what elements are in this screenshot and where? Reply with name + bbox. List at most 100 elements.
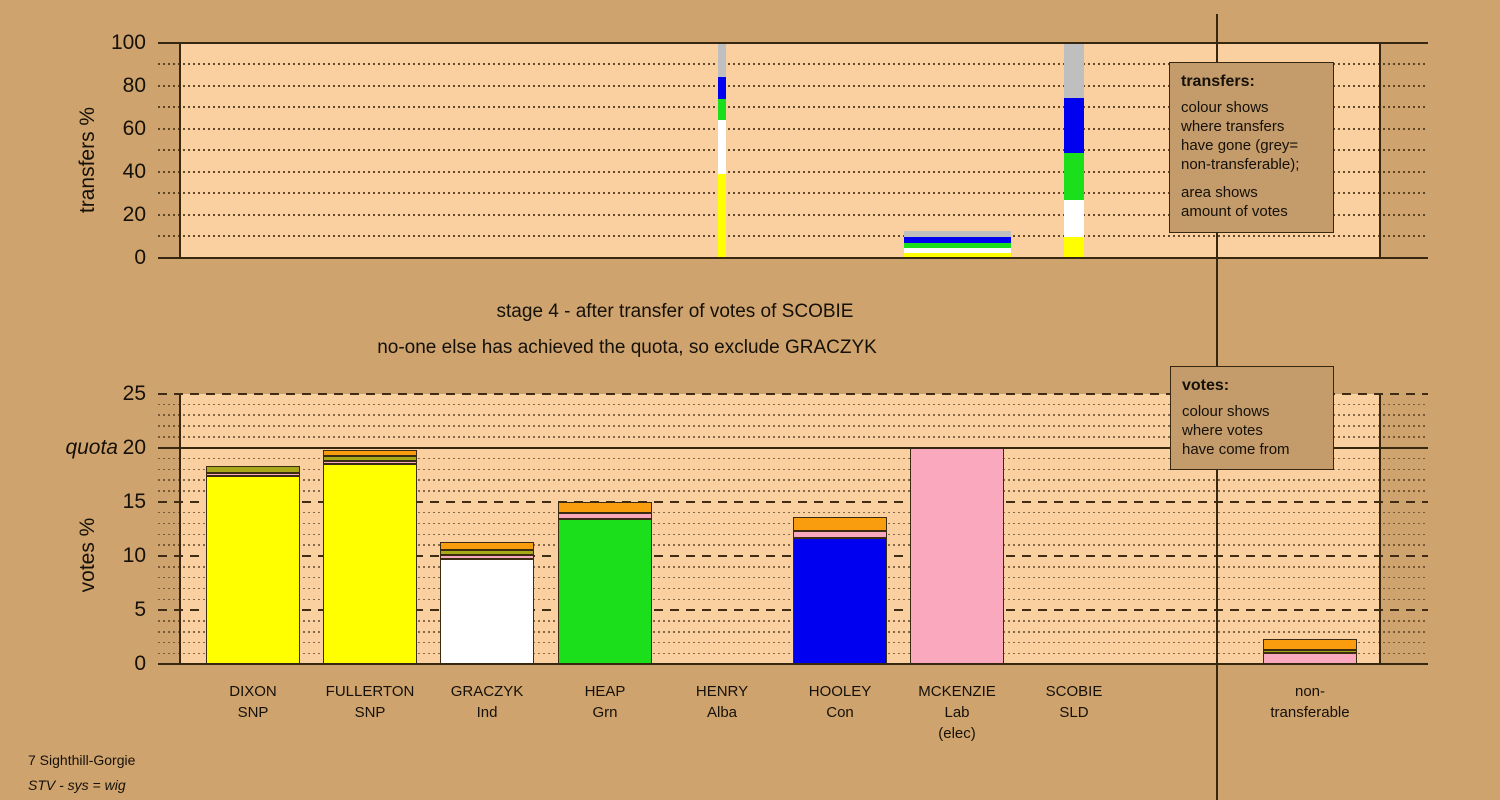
transfers-tick-0: 0	[134, 245, 146, 269]
candidate-label-GRACZYK: GRACZYK Ind	[451, 681, 524, 723]
candidate-party: SLD	[1059, 704, 1089, 721]
system-label: STV - sys = wig	[28, 777, 126, 793]
gridline-minor-17	[158, 479, 1428, 481]
candidate-name: SCOBIE	[1045, 683, 1103, 700]
vote-bar-segment-orange	[323, 449, 417, 456]
votes-left-border	[179, 393, 181, 665]
transfer-bar-segment-grey	[1064, 43, 1084, 99]
transfers-right-border	[1379, 43, 1381, 258]
transfer-bar-segment-blue	[718, 77, 726, 99]
candidate-label-MCKENZIE: MCKENZIE Lab (elec)	[918, 681, 996, 744]
vote-bar-segment-olive	[323, 455, 417, 461]
vote-bar-segment-green	[558, 519, 652, 665]
vote-bar-segment-blue	[793, 537, 887, 665]
votes-tick-5: 5	[134, 598, 146, 622]
gridline-30	[158, 192, 1428, 195]
gridline-minor-22	[158, 425, 1428, 427]
candidate-label-SCOBIE: SCOBIE SLD	[1046, 681, 1103, 723]
transfers-top-axis	[158, 42, 1428, 44]
votes-tick-15: 15	[122, 489, 146, 513]
transfers-tick-100: 100	[110, 31, 146, 54]
stage-title: stage 4 - after transfer of votes of SCO…	[496, 301, 854, 322]
candidate-name: FULLERTON	[325, 683, 415, 700]
quota-label: quota	[65, 436, 118, 459]
transfer-bar-segment-white	[1064, 200, 1084, 237]
vote-bar-segment-pink	[323, 460, 417, 464]
vote-bar-segment-pink	[440, 555, 534, 560]
candidate-name: HENRY	[695, 683, 749, 700]
candidate-party: Lab	[944, 704, 970, 721]
candidate-name: GRACZYK	[450, 683, 524, 700]
candidate-label-FULLERTON: FULLERTON SNP	[326, 681, 415, 723]
gridline-minor-18	[158, 468, 1428, 471]
gridline-80	[158, 84, 1428, 87]
transfer-bar-segment-white	[903, 248, 1011, 253]
candidate-name: non-	[1294, 683, 1326, 700]
gridline-minor-16	[158, 490, 1428, 492]
vote-bar-segment-pink	[206, 473, 300, 477]
gridline-10	[158, 235, 1428, 238]
gridline-minor-14	[158, 511, 1428, 514]
votes-right-border	[1379, 393, 1381, 665]
votes-tick-20: 20	[122, 435, 146, 459]
votes-legend-body1: colour shows where votes have come from	[1182, 403, 1290, 458]
transfer-bar-segment-yellow	[1064, 236, 1084, 258]
candidate-party: Alba	[706, 704, 738, 721]
vote-bar-segment-white	[440, 559, 534, 665]
vote-bar-segment-orange	[440, 541, 534, 550]
vote-bar-segment-pink	[910, 447, 1004, 665]
vote-bar-segment-olive	[1263, 650, 1357, 654]
votes-tick-10: 10	[122, 543, 146, 567]
candidate-party: SNP	[354, 704, 386, 721]
gridline-minor-19	[158, 457, 1428, 460]
vote-bar-segment-orange	[558, 501, 652, 513]
gridline-minor-21	[158, 436, 1428, 438]
transfer-bar-segment-white	[718, 120, 726, 174]
votes-tick-0: 0	[134, 652, 146, 676]
vote-bar-segment-olive	[206, 466, 300, 474]
transfer-bar-segment-yellow	[903, 252, 1011, 258]
votes-baseline	[158, 663, 1428, 666]
votes-tick-25: 25	[122, 381, 146, 405]
candidate-label-HOOLEY: HOOLEY Con	[809, 681, 872, 723]
gridline-minor-23	[158, 414, 1428, 416]
votes-legend: votes: colour shows where votes have com…	[1170, 366, 1334, 470]
candidate-name: HEAP	[584, 683, 626, 700]
gridline-50	[158, 149, 1428, 152]
candidate-name: HOOLEY	[808, 683, 872, 700]
transfers-legend-title: transfers:	[1181, 73, 1255, 90]
candidate-label-HENRY: HENRY Alba	[696, 681, 748, 723]
vote-bar-segment-pink	[558, 512, 652, 520]
candidate-party: SNP	[237, 704, 269, 721]
gridline-40	[158, 170, 1428, 173]
votes-legend-title: votes:	[1182, 377, 1230, 394]
quota-line	[158, 446, 1428, 449]
vote-bar-segment-yellow	[206, 476, 300, 665]
transfer-bar-segment-grey	[903, 230, 1011, 237]
vote-bar-segment-orange	[1263, 638, 1357, 650]
gridline-20	[158, 213, 1428, 216]
vote-bar-segment-yellow	[323, 463, 417, 665]
candidate-party: Con	[826, 704, 854, 721]
candidate-name: MCKENZIE	[918, 683, 996, 700]
transfers-tick-20: 20	[122, 202, 146, 226]
stage-subtitle: no-one else has achieved the quota, so e…	[377, 337, 877, 358]
candidate-label-DIXON: DIXON SNP	[229, 681, 277, 723]
candidate-name: DIXON	[229, 683, 277, 700]
transfers-left-border	[179, 43, 181, 258]
gridline-major-25	[158, 392, 1428, 395]
gridline-minor-24	[158, 403, 1428, 406]
candidate-party: Ind	[476, 704, 498, 721]
candidate-party: Grn	[592, 704, 618, 721]
transfer-bar-segment-green	[903, 243, 1011, 249]
transfers-legend: transfers: colour shows where transfers …	[1169, 62, 1334, 233]
transfer-bar-segment-blue	[1064, 98, 1084, 154]
transfer-bar-segment-grey	[718, 43, 726, 78]
vote-bar-segment-olive	[440, 550, 534, 556]
ward-label: 7 Sighthill-Gorgie	[28, 752, 136, 768]
transfers-tick-40: 40	[122, 159, 146, 183]
transfers-tick-60: 60	[122, 116, 146, 140]
transfer-bar-segment-green	[1064, 153, 1084, 200]
transfers-baseline	[158, 256, 1428, 259]
candidate-label-HEAP: HEAP Grn	[585, 681, 626, 723]
